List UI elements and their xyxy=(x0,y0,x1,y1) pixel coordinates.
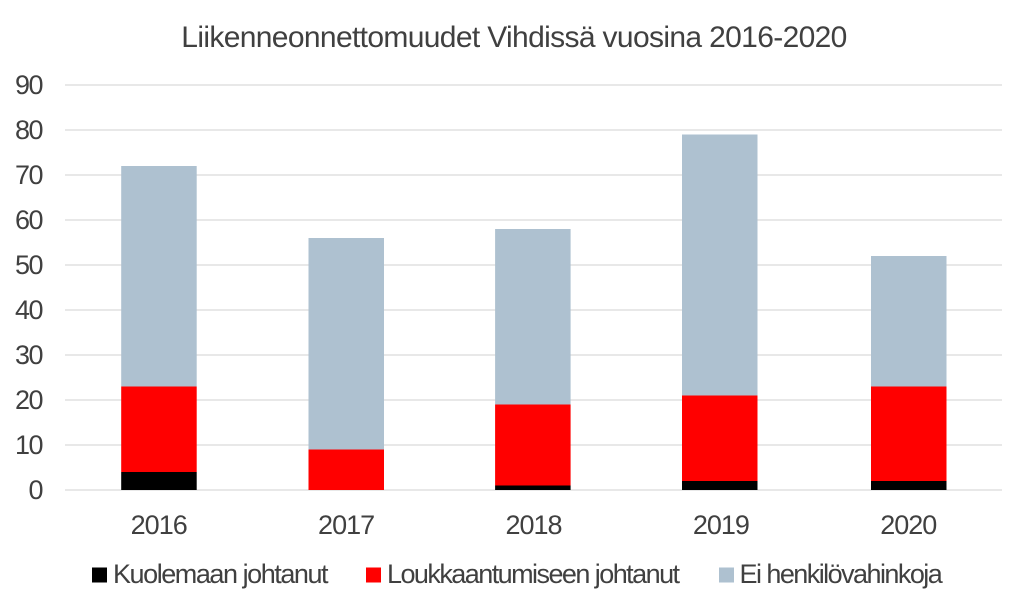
svg-text:80: 80 xyxy=(15,115,43,145)
svg-text:2017: 2017 xyxy=(318,510,374,540)
svg-text:20: 20 xyxy=(15,385,43,415)
svg-text:Ei henkilövahinkoja: Ei henkilövahinkoja xyxy=(740,559,944,589)
svg-text:Kuolemaan johtanut: Kuolemaan johtanut xyxy=(113,559,329,589)
svg-text:2020: 2020 xyxy=(880,510,936,540)
svg-text:Loukkaantumiseen johtanut: Loukkaantumiseen johtanut xyxy=(387,559,681,589)
svg-text:50: 50 xyxy=(15,250,43,280)
svg-text:90: 90 xyxy=(15,70,43,100)
svg-text:Liikenneonnettomuudet Vihdissä: Liikenneonnettomuudet Vihdissä vuosina 2… xyxy=(181,21,846,54)
svg-text:60: 60 xyxy=(15,205,43,235)
svg-text:2019: 2019 xyxy=(693,510,749,540)
svg-text:2018: 2018 xyxy=(505,510,561,540)
svg-text:0: 0 xyxy=(28,475,42,505)
svg-text:10: 10 xyxy=(15,430,43,460)
svg-text:40: 40 xyxy=(15,295,43,325)
svg-text:30: 30 xyxy=(15,340,43,370)
svg-text:70: 70 xyxy=(15,160,43,190)
svg-text:2016: 2016 xyxy=(131,510,187,540)
